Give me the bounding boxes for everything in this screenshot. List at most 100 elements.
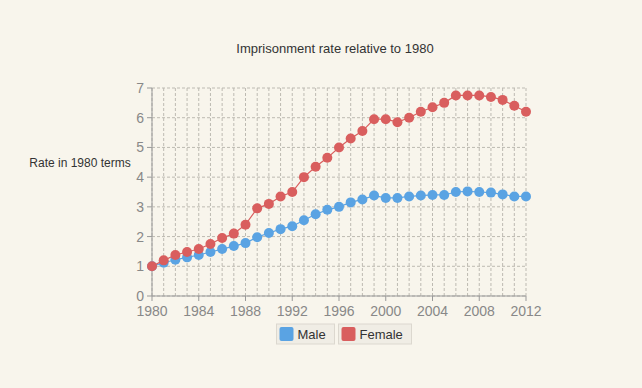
point bbox=[264, 228, 274, 238]
point bbox=[147, 261, 157, 271]
grid bbox=[152, 88, 526, 296]
plot-area bbox=[147, 90, 531, 271]
point bbox=[287, 187, 297, 197]
point bbox=[287, 221, 297, 231]
point bbox=[463, 90, 473, 100]
point bbox=[194, 244, 204, 254]
point bbox=[416, 107, 426, 117]
point bbox=[334, 202, 344, 212]
legend-item bbox=[277, 324, 335, 344]
legend-label: Male bbox=[298, 327, 326, 342]
x-tick-label: 1980 bbox=[136, 303, 167, 319]
grid-line-x bbox=[327, 88, 328, 296]
x-tick bbox=[152, 296, 153, 301]
point bbox=[346, 197, 356, 207]
y-tick-label: 4 bbox=[136, 169, 144, 185]
x-tick bbox=[385, 296, 386, 301]
x-tick-label: 1984 bbox=[183, 303, 214, 319]
y-tick bbox=[147, 147, 152, 148]
grid-line-x bbox=[362, 88, 363, 296]
grid-line-y bbox=[152, 117, 526, 118]
y-tick bbox=[147, 236, 152, 237]
x-tick bbox=[526, 296, 527, 301]
point bbox=[252, 203, 262, 213]
x-tick-label: 1992 bbox=[277, 303, 308, 319]
point bbox=[334, 142, 344, 152]
legend: MaleFemale bbox=[277, 324, 412, 344]
point bbox=[170, 250, 180, 260]
point bbox=[252, 232, 262, 242]
point bbox=[428, 102, 438, 112]
x-tick-label: 2008 bbox=[464, 303, 495, 319]
y-tick-label: 1 bbox=[136, 258, 144, 274]
point bbox=[147, 261, 157, 271]
point bbox=[264, 199, 274, 209]
point bbox=[474, 187, 484, 197]
point bbox=[217, 233, 227, 243]
grid-line-x bbox=[187, 88, 188, 296]
grid-line-x bbox=[245, 88, 246, 296]
x-tick bbox=[339, 296, 340, 301]
point bbox=[229, 241, 239, 251]
y-tick bbox=[147, 206, 152, 207]
y-tick bbox=[147, 117, 152, 118]
point bbox=[299, 215, 309, 225]
x-tick bbox=[198, 296, 199, 301]
point bbox=[276, 224, 286, 234]
point bbox=[311, 209, 321, 219]
grid-line-x bbox=[233, 88, 234, 296]
legend-swatch bbox=[342, 327, 356, 341]
point bbox=[486, 188, 496, 198]
x-tick bbox=[479, 296, 480, 301]
point bbox=[241, 238, 251, 248]
point bbox=[498, 189, 508, 199]
point bbox=[369, 191, 379, 201]
point bbox=[241, 220, 251, 230]
y-tick-label: 3 bbox=[136, 199, 144, 215]
grid-line-x bbox=[222, 88, 223, 296]
x-tick-label: 2012 bbox=[510, 303, 541, 319]
grid-line-x bbox=[268, 88, 269, 296]
x-tick-label: 1996 bbox=[323, 303, 354, 319]
x-tick-label: 1988 bbox=[230, 303, 261, 319]
point bbox=[498, 95, 508, 105]
grid-line-y bbox=[152, 236, 526, 237]
point bbox=[509, 101, 519, 111]
y-tick-label: 2 bbox=[136, 229, 144, 245]
chart: Imprisonment rate relative to 1980 Rate i… bbox=[0, 0, 642, 388]
point bbox=[392, 117, 402, 127]
grid-line-x bbox=[339, 88, 340, 296]
point bbox=[276, 191, 286, 201]
grid-line-y bbox=[152, 88, 526, 89]
grid-line-y bbox=[152, 266, 526, 267]
grid-line-x bbox=[198, 88, 199, 296]
x-tick bbox=[292, 296, 293, 301]
y-tick bbox=[147, 88, 152, 89]
point bbox=[521, 107, 531, 117]
point bbox=[217, 244, 227, 254]
y-tick-label: 6 bbox=[136, 110, 144, 126]
title: Imprisonment rate relative to 1980 bbox=[236, 41, 433, 56]
point bbox=[322, 205, 332, 215]
point bbox=[451, 187, 461, 197]
point bbox=[416, 191, 426, 201]
x-tick bbox=[245, 296, 246, 301]
point bbox=[451, 90, 461, 100]
point bbox=[299, 172, 309, 182]
point bbox=[439, 190, 449, 200]
grid-line-x bbox=[303, 88, 304, 296]
series-line bbox=[152, 191, 526, 266]
point bbox=[381, 193, 391, 203]
x-tick-label: 2004 bbox=[417, 303, 448, 319]
point bbox=[439, 98, 449, 108]
series bbox=[147, 186, 531, 271]
y-tick-label: 5 bbox=[136, 139, 144, 155]
y-tick-label: 0 bbox=[136, 288, 144, 304]
y-axis-label: Rate in 1980 terms bbox=[29, 156, 130, 170]
point bbox=[521, 191, 531, 201]
legend-item bbox=[339, 324, 412, 344]
point bbox=[486, 92, 496, 102]
point bbox=[159, 255, 169, 265]
grid-line-x bbox=[210, 88, 211, 296]
legend-swatch bbox=[280, 327, 294, 341]
